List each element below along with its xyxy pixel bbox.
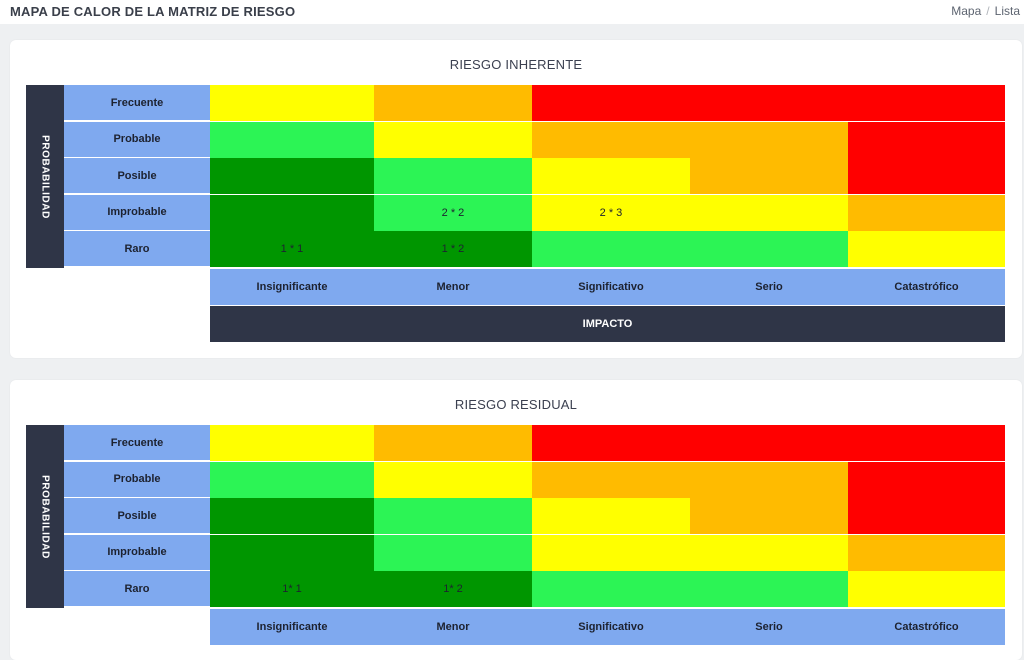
inherent-heatmap-grid: 2 * 2 2 * 3 1 * 1 1 * 2 <box>210 85 1005 268</box>
probability-axis-label: PROBABILIDAD <box>26 425 64 608</box>
impact-level-serio: Serio <box>755 281 783 293</box>
heatmap-cell[interactable] <box>848 571 1005 608</box>
heatmap-cell[interactable] <box>374 461 532 498</box>
inherent-risk-title: RIESGO INHERENTE <box>449 57 583 72</box>
heatmap-row <box>210 158 1005 195</box>
heatmap-cell[interactable] <box>690 194 848 231</box>
prob-level-probable: Probable <box>64 461 210 498</box>
impact-level-menor: Menor <box>436 281 470 293</box>
prob-level-improbable: Improbable <box>64 534 210 571</box>
prob-level-posible: Posible <box>64 498 210 535</box>
heatmap-cell[interactable] <box>210 425 374 461</box>
heatmap-cell[interactable] <box>532 461 848 498</box>
heatmap-cell[interactable] <box>532 425 1005 461</box>
heatmap-cell[interactable] <box>374 158 532 195</box>
heatmap-cell[interactable] <box>690 534 848 571</box>
heatmap-cell[interactable]: 1 * 1 <box>210 231 374 268</box>
heatmap-cell[interactable] <box>374 121 532 158</box>
breadcrumb: Mapa / Lista <box>951 4 1020 18</box>
heatmap-cell[interactable] <box>210 461 374 498</box>
heatmap-row <box>210 498 1005 535</box>
heatmap-cell[interactable] <box>532 121 848 158</box>
residual-risk-card: RIESGO RESIDUAL PROBABILIDAD Frecuente P… <box>10 380 1022 660</box>
prob-level-posible: Posible <box>64 158 210 195</box>
heatmap-cell[interactable] <box>210 158 374 195</box>
prob-level-improbable: Improbable <box>64 194 210 231</box>
heatmap-cell[interactable] <box>848 498 1005 535</box>
heatmap-row: 2 * 2 2 * 3 <box>210 194 1005 232</box>
prob-level-raro: Raro <box>64 571 210 608</box>
heatmap-cell[interactable] <box>848 534 1005 571</box>
heatmap-cell[interactable] <box>532 498 690 535</box>
heatmap-cell[interactable] <box>374 534 532 571</box>
heatmap-cell[interactable] <box>374 425 532 461</box>
heatmap-cell[interactable]: 2 * 2 <box>374 194 532 231</box>
heatmap-cell[interactable] <box>532 534 690 571</box>
heatmap-cell[interactable]: 1* 1 <box>210 571 374 608</box>
probability-axis-label: PROBABILIDAD <box>26 85 64 268</box>
page-title: MAPA DE CALOR DE LA MATRIZ DE RIESGO <box>10 4 296 19</box>
impact-level-significativo: Significativo <box>578 621 644 633</box>
inherent-risk-card: RIESGO INHERENTE PROBABILIDAD Frecuente … <box>10 40 1022 358</box>
impact-levels: Insignificante Menor Significativo Serio… <box>210 269 1005 305</box>
heatmap-row <box>210 534 1005 572</box>
top-bar: MAPA DE CALOR DE LA MATRIZ DE RIESGO Map… <box>0 0 1024 24</box>
heatmap-row: 1 * 1 1 * 2 <box>210 231 1005 268</box>
heatmap-row <box>210 85 1005 122</box>
impact-level-significativo: Significativo <box>578 281 644 293</box>
heatmap-cell[interactable] <box>690 498 848 535</box>
heatmap-cell[interactable] <box>210 194 374 231</box>
breadcrumb-separator: / <box>986 4 990 18</box>
impact-level-catastrofico: Catastrófico <box>894 621 959 633</box>
prob-level-frecuente: Frecuente <box>64 425 210 461</box>
heatmap-cell[interactable] <box>532 158 690 195</box>
impact-axis-label: IMPACTO <box>210 306 1005 342</box>
heatmap-row <box>210 121 1005 159</box>
heatmap-cell[interactable] <box>374 85 532 121</box>
heatmap-cell[interactable] <box>848 194 1005 231</box>
probability-levels: Frecuente Probable Posible Improbable Ra… <box>64 425 210 608</box>
prob-level-raro: Raro <box>64 231 210 268</box>
heatmap-cell[interactable]: 2 * 3 <box>532 194 690 231</box>
breadcrumb-lista-link[interactable]: Lista <box>994 4 1020 18</box>
heatmap-cell[interactable] <box>848 158 1005 195</box>
impact-level-serio: Serio <box>755 621 783 633</box>
residual-heatmap-grid: 1* 1 1* 2 <box>210 425 1005 608</box>
impact-level-insignificante: Insignificante <box>256 281 328 293</box>
residual-risk-title: RIESGO RESIDUAL <box>454 397 578 412</box>
prob-level-frecuente: Frecuente <box>64 85 210 121</box>
heatmap-cell[interactable]: 1 * 2 <box>374 231 532 268</box>
heatmap-cell[interactable] <box>532 231 848 268</box>
heatmap-row <box>210 461 1005 499</box>
probability-levels: Frecuente Probable Posible Improbable Ra… <box>64 85 210 268</box>
impact-levels: Insignificante Menor Significativo Serio… <box>210 609 1005 645</box>
breadcrumb-mapa-link[interactable]: Mapa <box>951 4 982 18</box>
heatmap-cell[interactable] <box>532 571 848 608</box>
prob-level-probable: Probable <box>64 121 210 158</box>
heatmap-cell[interactable] <box>374 498 532 535</box>
heatmap-cell[interactable]: 1* 2 <box>374 571 532 608</box>
impact-level-catastrofico: Catastrófico <box>894 281 959 293</box>
heatmap-cell[interactable] <box>210 85 374 121</box>
impact-level-menor: Menor <box>436 621 470 633</box>
heatmap-cell[interactable] <box>690 158 848 195</box>
heatmap-cell[interactable] <box>210 534 374 571</box>
heatmap-row <box>210 425 1005 462</box>
heatmap-cell[interactable] <box>210 498 374 535</box>
heatmap-cell[interactable] <box>532 85 1005 121</box>
heatmap-cell[interactable] <box>848 121 1005 158</box>
impact-level-insignificante: Insignificante <box>256 621 328 633</box>
heatmap-cell[interactable] <box>848 231 1005 268</box>
heatmap-cell[interactable] <box>848 461 1005 498</box>
heatmap-cell[interactable] <box>210 121 374 158</box>
heatmap-row: 1* 1 1* 2 <box>210 571 1005 608</box>
